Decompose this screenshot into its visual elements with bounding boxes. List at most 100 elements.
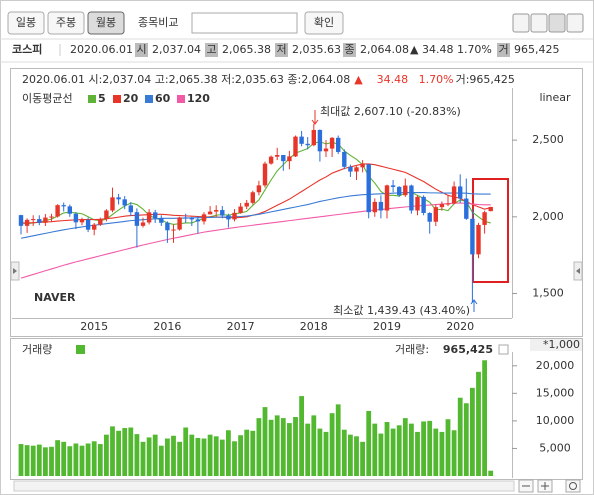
volume-bar bbox=[366, 410, 372, 476]
candle-body bbox=[281, 155, 286, 162]
volume-bar bbox=[213, 436, 219, 476]
candle-body bbox=[195, 219, 201, 222]
volume-bar bbox=[91, 441, 97, 476]
week-button[interactable] bbox=[47, 11, 85, 35]
volume-bar bbox=[482, 360, 487, 476]
x-tick-label: 2018 bbox=[300, 320, 328, 333]
field-value: 2,035.63 bbox=[292, 43, 341, 56]
tool-icon[interactable] bbox=[530, 13, 548, 33]
field-key: 거 bbox=[498, 43, 508, 56]
candle-body bbox=[482, 212, 487, 225]
candle-body bbox=[366, 164, 371, 213]
candle-body bbox=[189, 217, 194, 220]
candle-body bbox=[342, 151, 347, 167]
field-icon bbox=[275, 43, 288, 57]
legend-label: 20 bbox=[123, 92, 139, 105]
volume-bar bbox=[463, 403, 469, 476]
volume-bar bbox=[134, 434, 140, 476]
volume-bar bbox=[36, 444, 42, 476]
volume-bar bbox=[378, 433, 384, 476]
candle-body bbox=[165, 222, 170, 231]
plus-glyph bbox=[541, 482, 549, 490]
day-label: 일봉 bbox=[16, 15, 36, 29]
candle-body bbox=[85, 219, 91, 230]
candle-body bbox=[287, 156, 292, 162]
month-button[interactable] bbox=[87, 11, 125, 35]
volume-bar bbox=[348, 434, 353, 476]
compare-input[interactable] bbox=[191, 12, 298, 34]
candle-body bbox=[232, 212, 237, 220]
candle-body bbox=[37, 219, 42, 223]
volume-bar bbox=[226, 430, 231, 476]
candle-body bbox=[177, 217, 182, 230]
field-key: 저 bbox=[276, 43, 286, 56]
candle-body bbox=[262, 163, 268, 186]
confirm-button[interactable] bbox=[304, 11, 344, 35]
candle-body bbox=[92, 224, 97, 230]
info-prefix: 2020.06.01 시:2,037.04 고:2,065.38 저:2,035… bbox=[22, 73, 350, 86]
volume-bar bbox=[158, 445, 164, 476]
volume-bar bbox=[256, 418, 262, 476]
volume-bar bbox=[323, 431, 329, 476]
candle-body bbox=[140, 222, 146, 226]
price-panel bbox=[10, 68, 583, 337]
close-icon[interactable] bbox=[498, 344, 509, 355]
reset[interactable] bbox=[565, 479, 581, 493]
field-key: 종 bbox=[344, 43, 354, 56]
candle-body bbox=[79, 219, 85, 223]
volume-bar bbox=[384, 421, 390, 476]
reset-glyph bbox=[569, 482, 577, 490]
candle-body bbox=[146, 212, 152, 223]
x-tick-label: 2019 bbox=[373, 320, 401, 333]
candle-body bbox=[317, 130, 323, 152]
candle-body bbox=[214, 210, 219, 212]
candle-body bbox=[409, 185, 414, 211]
tool-icon[interactable] bbox=[512, 13, 530, 33]
candle-body bbox=[171, 229, 176, 231]
volume-bar bbox=[55, 440, 60, 476]
field-value: 2,037.04 bbox=[152, 43, 201, 56]
volume-bar bbox=[372, 423, 378, 476]
candle-body bbox=[159, 218, 164, 223]
candle-body bbox=[250, 192, 255, 203]
volume-bar bbox=[232, 441, 237, 476]
volume-bar bbox=[104, 434, 109, 476]
volume-bar bbox=[329, 413, 335, 476]
candle-body bbox=[378, 201, 384, 211]
day-button[interactable] bbox=[7, 11, 45, 35]
candle-body bbox=[43, 217, 48, 223]
legend-swatch bbox=[177, 95, 185, 103]
volume-bar bbox=[30, 445, 36, 476]
candle-body bbox=[293, 136, 298, 157]
candle-body bbox=[439, 204, 445, 208]
scrollbar[interactable] bbox=[13, 480, 515, 492]
x-tick-label: 2020 bbox=[446, 320, 474, 333]
volume-bar bbox=[97, 444, 103, 476]
x-tick-label: 2017 bbox=[227, 320, 255, 333]
volume-bar bbox=[427, 420, 433, 476]
volume-bar bbox=[402, 418, 408, 476]
volume-bar bbox=[79, 445, 85, 476]
info-change: ▲ 34.48 1.70% bbox=[354, 73, 453, 86]
field-value: 2,065.38 bbox=[222, 43, 271, 56]
legend-swatch bbox=[88, 95, 96, 103]
volume-bar bbox=[287, 423, 292, 476]
candle-body bbox=[390, 185, 396, 187]
volume-bar bbox=[476, 371, 481, 476]
candle-body bbox=[73, 213, 79, 223]
info-volume: 거:965,425 bbox=[456, 73, 515, 86]
volume-bar bbox=[262, 407, 268, 476]
tool-icon[interactable] bbox=[566, 13, 584, 33]
candle-body bbox=[134, 212, 140, 226]
tool-icon[interactable] bbox=[548, 13, 566, 33]
volume-bar bbox=[445, 419, 451, 476]
field-icon bbox=[135, 43, 148, 57]
candle-body bbox=[336, 137, 341, 152]
volume-bar bbox=[195, 437, 201, 476]
field-icon bbox=[343, 43, 356, 57]
candle-body bbox=[98, 219, 103, 225]
volume-bar bbox=[274, 415, 280, 476]
info-line: 2020.06.01 시:2,037.04 고:2,065.38 저:2,035… bbox=[22, 73, 515, 86]
summary-date: 2020.06.01 bbox=[70, 43, 133, 56]
